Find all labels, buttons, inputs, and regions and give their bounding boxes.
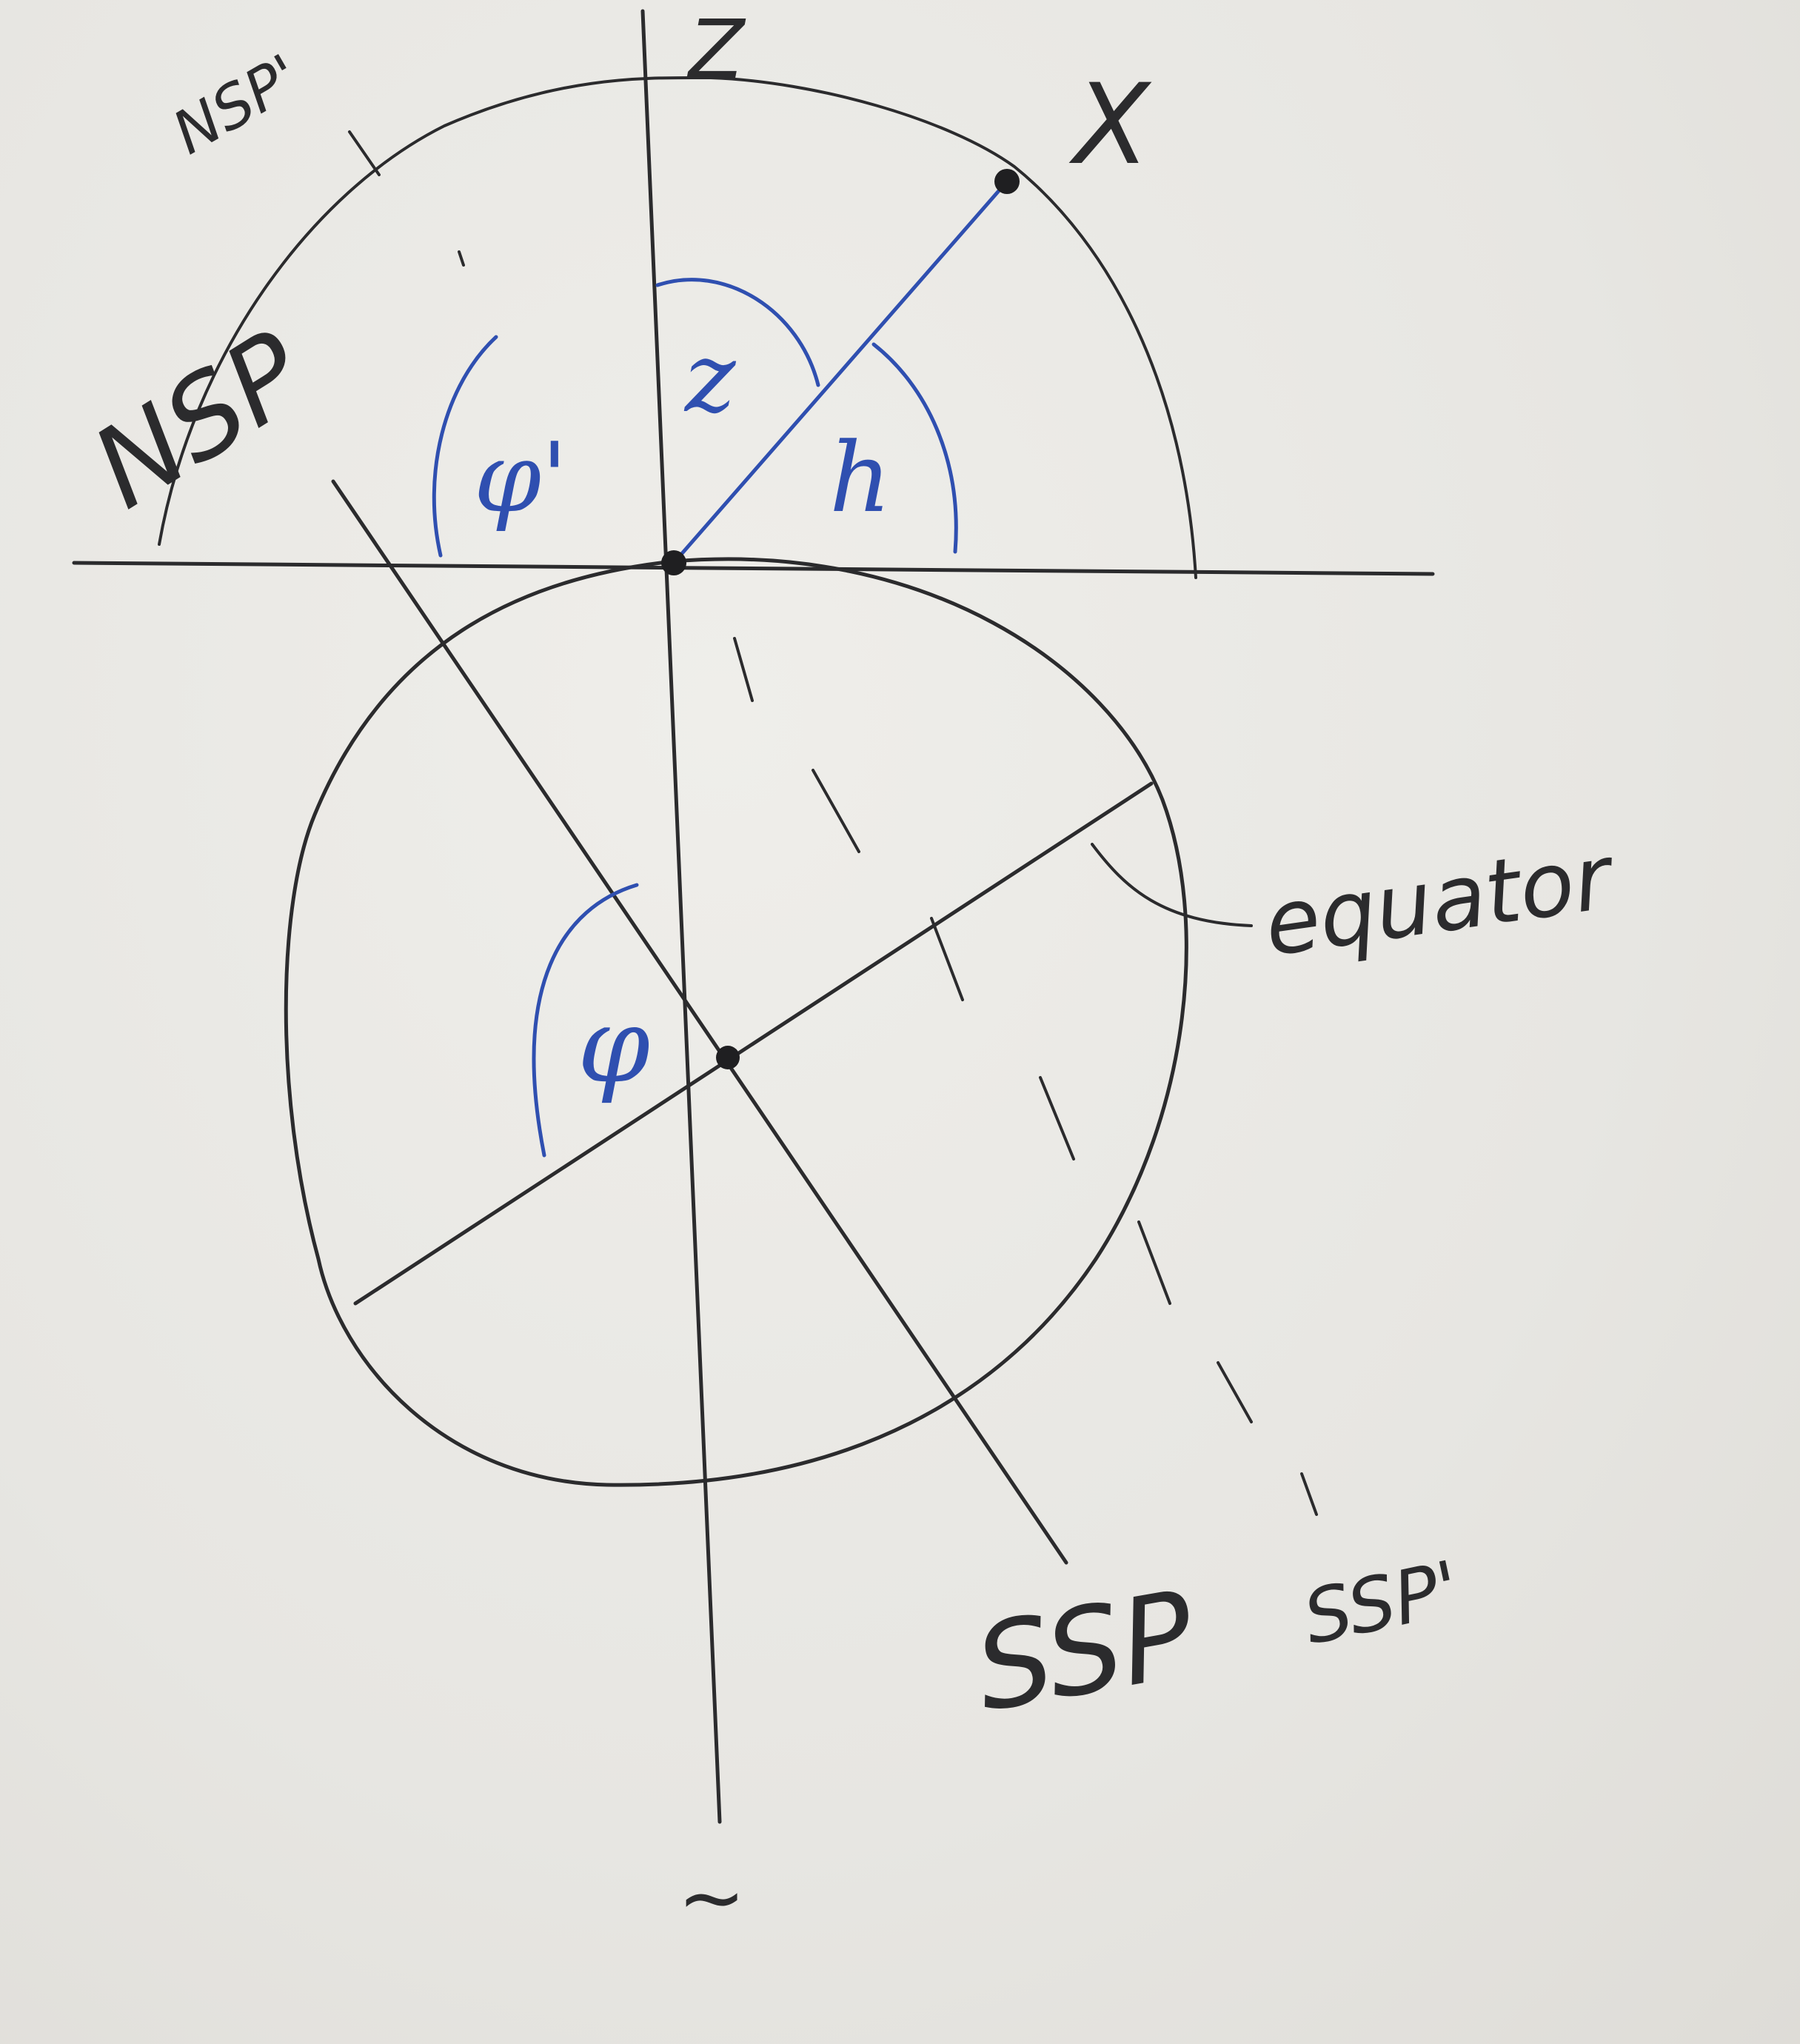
phi-prime-arc <box>432 335 498 558</box>
altitude-label: h <box>829 421 891 534</box>
celestial-hemisphere-arc <box>158 76 1197 579</box>
zenith-angle-arc <box>655 278 820 387</box>
nsp-label: NSP <box>72 307 327 534</box>
phi-label: φ <box>578 986 650 1106</box>
earth-circle <box>284 557 1188 1487</box>
zenith-label: Z <box>686 2 746 97</box>
parallel-axis-dashes <box>458 250 1318 1516</box>
observer-point <box>661 550 686 575</box>
nadir-label: ~ <box>677 1850 746 1945</box>
zenith-angle-label: z <box>683 321 737 434</box>
phi-prime-label: φ' <box>474 421 568 534</box>
ssp-prime-label: SSP' <box>1297 1544 1468 1661</box>
nsp-prime-label: NSP' <box>161 41 312 167</box>
horizon-line <box>72 561 1435 576</box>
star-direction-line <box>672 179 1009 565</box>
star-label: X <box>1068 61 1152 190</box>
altitude-arc <box>871 342 958 554</box>
earth-axis-line <box>331 479 1068 1565</box>
equator-line <box>353 781 1154 1306</box>
nsp-prime-tick <box>348 130 381 176</box>
star-point <box>994 169 1020 194</box>
zenith-nadir-line <box>640 9 722 1824</box>
earth-center-point <box>716 1046 740 1069</box>
ssp-label: SSP <box>966 1564 1204 1738</box>
equator-pointer <box>1091 843 1253 927</box>
phi-arc <box>532 883 639 1158</box>
equator-label: equator <box>1259 826 1622 977</box>
